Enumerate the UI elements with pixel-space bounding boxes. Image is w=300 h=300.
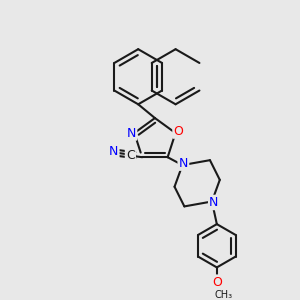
- Text: N: N: [209, 196, 219, 209]
- Text: O: O: [212, 276, 222, 289]
- Text: N: N: [179, 157, 188, 169]
- Text: CH₃: CH₃: [215, 290, 233, 300]
- Text: C: C: [126, 149, 135, 162]
- Text: N: N: [127, 127, 136, 140]
- Text: N: N: [109, 145, 118, 158]
- Text: O: O: [173, 124, 183, 138]
